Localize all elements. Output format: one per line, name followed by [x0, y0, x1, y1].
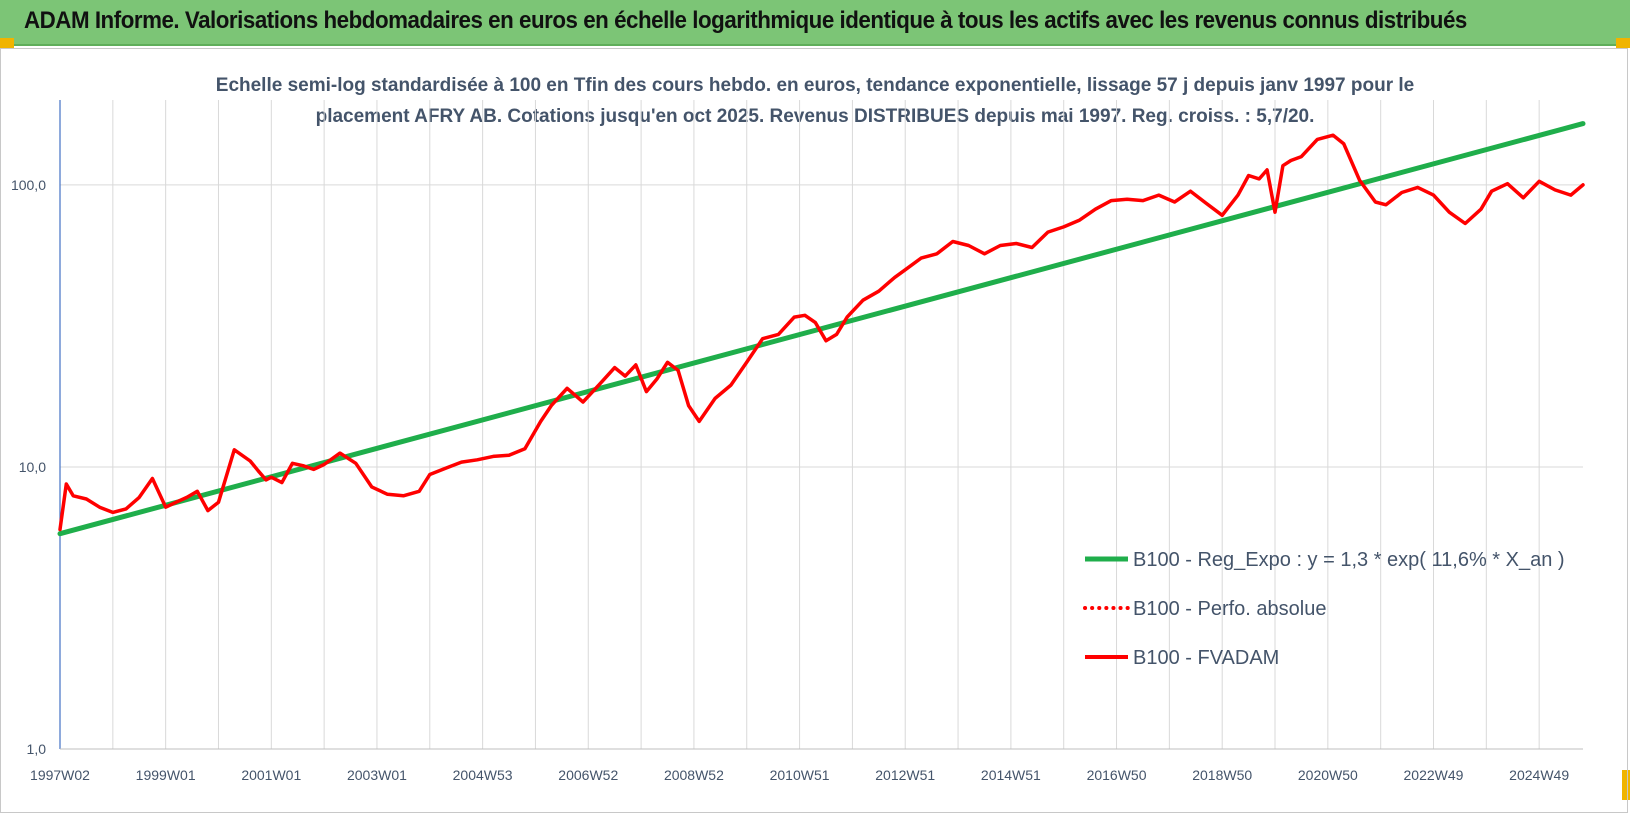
x-tick-label: 2003W01 [347, 767, 407, 783]
x-tick-label: 2006W52 [558, 767, 618, 783]
banner-title: ADAM Informe. Valorisations hebdomadaire… [24, 7, 1467, 34]
chart-title: Echelle semi-log standardisée à 100 en T… [215, 75, 1415, 127]
title-banner: ADAM Informe. Valorisations hebdomadaire… [0, 0, 1630, 46]
corner-marker-right [1616, 38, 1630, 48]
x-tick-label: 1999W01 [136, 767, 196, 783]
corner-marker-bottom-right [1622, 770, 1630, 800]
fvadam-line [58, 133, 1585, 532]
x-tick-label: 2012W51 [875, 767, 935, 783]
axes [59, 100, 1583, 750]
trend-line-reg-expo [57, 121, 1586, 537]
legend-label-perfo-absolue-line: B100 - Perfo. absolue [1133, 598, 1326, 620]
x-tick-label: 2018W50 [1192, 767, 1252, 783]
series-lines [57, 121, 1586, 537]
x-tick-labels: 1997W02 1999W01 2001W01 2003W01 2004W53 2006W… [30, 767, 1569, 783]
y-tick-label: 1,0 [27, 741, 47, 757]
x-tick-label: 2010W51 [770, 767, 830, 783]
grid-lines [59, 100, 1583, 750]
legend-label-fvadam-line: B100 - FVADAM [1133, 647, 1279, 669]
legend: B100 - Reg_Expo : y = 1,3 * exp( 11,6% *… [1083, 549, 1565, 669]
y-tick-labels: 1,0 10,0 100,0 [11, 177, 46, 757]
x-tick-label: 2022W49 [1404, 767, 1464, 783]
x-tick-label: 2014W51 [981, 767, 1041, 783]
x-tick-label: 2001W01 [241, 767, 301, 783]
x-tick-label: 2004W53 [453, 767, 513, 783]
corner-marker-left [0, 38, 14, 48]
x-tick-label: 1997W02 [30, 767, 90, 783]
x-tick-label: 2016W50 [1087, 767, 1147, 783]
chart-frame [0, 48, 1628, 813]
legend-label-trend-line-reg-expo: B100 - Reg_Expo : y = 1,3 * exp( 11,6% *… [1133, 549, 1565, 571]
y-tick-label: 10,0 [19, 459, 46, 475]
y-tick-label: 100,0 [11, 177, 46, 193]
x-tick-label: 2008W52 [664, 767, 724, 783]
x-tick-label: 2024W49 [1509, 767, 1569, 783]
x-tick-label: 2020W50 [1298, 767, 1358, 783]
